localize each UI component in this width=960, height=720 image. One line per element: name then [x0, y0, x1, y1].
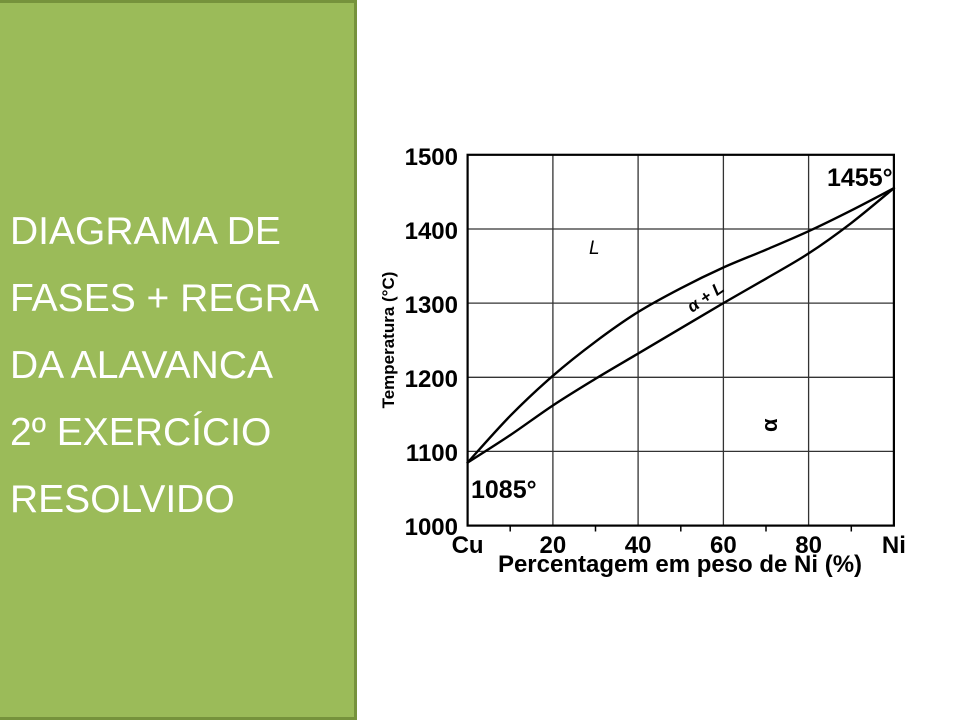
- svg-text:L: L: [589, 238, 600, 259]
- svg-text:Temperatura (°C): Temperatura (°C): [380, 272, 398, 409]
- svg-text:1085°: 1085°: [471, 476, 537, 504]
- svg-text:1400: 1400: [405, 218, 458, 245]
- svg-text:1200: 1200: [405, 366, 458, 393]
- svg-text:1300: 1300: [405, 292, 458, 319]
- svg-text:Ni: Ni: [882, 532, 906, 559]
- svg-text:Cu: Cu: [452, 532, 484, 559]
- svg-text:1000: 1000: [405, 514, 458, 541]
- svg-text:1455°: 1455°: [827, 164, 893, 192]
- svg-text:1500: 1500: [405, 144, 458, 171]
- svg-text:1100: 1100: [406, 440, 458, 467]
- svg-text:α: α: [757, 418, 782, 432]
- svg-text:Percentagem em peso de Ni (%): Percentagem em peso de Ni (%): [498, 551, 862, 578]
